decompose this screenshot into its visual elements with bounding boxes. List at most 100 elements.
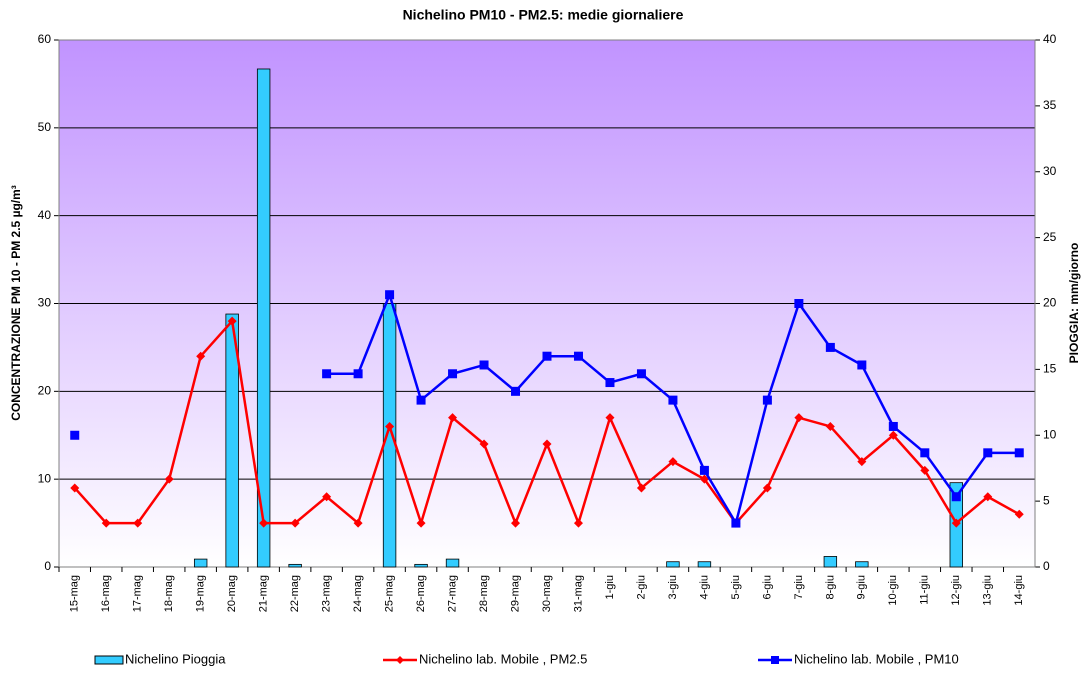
- marker: [857, 457, 867, 467]
- bar: [823, 556, 838, 568]
- y-tick-label: 60: [38, 32, 52, 46]
- x-tick-label: 26-mag: [415, 575, 427, 612]
- x-tick-label: 14-giu: [1013, 575, 1025, 606]
- marker: [794, 413, 804, 423]
- x-tick-label: 4-giu: [698, 575, 710, 599]
- bar: [256, 68, 271, 568]
- x-tick-label: 30-mag: [541, 575, 553, 612]
- y2-tick-label: 25: [1043, 230, 1057, 244]
- marker: [605, 378, 615, 388]
- marker: [573, 518, 583, 528]
- bar: [288, 563, 302, 568]
- marker: [101, 518, 111, 528]
- x-tick-label: 6-giu: [761, 575, 773, 599]
- marker: [542, 439, 552, 449]
- marker: [448, 369, 458, 379]
- marker: [668, 395, 678, 405]
- marker: [353, 369, 363, 379]
- x-tick-label: 17-mag: [132, 575, 144, 612]
- y-tick-label: 0: [44, 559, 51, 573]
- legend-label: Nichelino lab. Mobile , PM10: [794, 651, 959, 666]
- legend-label: Nichelino Pioggia: [125, 651, 226, 666]
- marker: [511, 518, 521, 528]
- marker: [857, 360, 867, 370]
- x-tick-label: 16-mag: [100, 575, 112, 612]
- marker: [1014, 509, 1024, 519]
- bar: [225, 313, 239, 568]
- x-tick-label: 13-giu: [982, 575, 994, 606]
- marker: [479, 360, 489, 370]
- y-axis-title: CONCENTRAZIONE PM 10 - PM 2.5 µg/m³: [9, 185, 23, 421]
- marker: [164, 474, 174, 484]
- marker: [1014, 448, 1024, 458]
- marker: [70, 483, 80, 493]
- x-tick-label: 2-giu: [635, 575, 647, 599]
- y-tick-label: 50: [38, 120, 52, 134]
- y2-tick-label: 10: [1043, 427, 1057, 441]
- marker: [636, 483, 646, 493]
- y2-tick-label: 30: [1043, 164, 1057, 178]
- x-tick-label: 8-giu: [824, 575, 836, 599]
- marker: [794, 299, 804, 308]
- x-tick-label: 19-mag: [195, 575, 207, 612]
- marker: [196, 351, 206, 361]
- bar: [666, 561, 680, 568]
- x-tick-label: 12-giu: [950, 575, 962, 606]
- marker: [70, 430, 80, 440]
- marker: [353, 518, 363, 528]
- bar: [855, 561, 869, 568]
- bar: [414, 563, 428, 568]
- legend-marker: [771, 656, 779, 664]
- y-tick-label: 10: [38, 471, 52, 485]
- chart-title: Nichelino PM10 - PM2.5: medie giornalier…: [403, 7, 684, 23]
- x-tick-label: 7-giu: [793, 575, 805, 599]
- x-tick-label: 27-mag: [446, 575, 458, 612]
- y2-axis-title: PIOGGIA: mm/giorno: [1067, 243, 1081, 364]
- x-tick-label: 15-mag: [69, 575, 81, 612]
- marker: [479, 439, 489, 449]
- marker: [542, 351, 552, 361]
- marker: [699, 474, 709, 484]
- x-tick-label: 20-mag: [226, 575, 238, 612]
- marker: [762, 483, 772, 493]
- marker: [227, 316, 237, 326]
- marker: [448, 413, 458, 423]
- marker: [920, 465, 930, 475]
- y2-tick-label: 0: [1043, 559, 1050, 573]
- x-tick-label: 22-mag: [289, 575, 301, 612]
- x-tick-label: 28-mag: [478, 575, 490, 612]
- x-tick-label: 31-mag: [572, 575, 584, 612]
- bar: [697, 561, 712, 568]
- y-tick-label: 40: [38, 208, 52, 222]
- plot-border: [58, 39, 1036, 568]
- marker: [416, 518, 426, 528]
- marker: [825, 342, 835, 352]
- marker: [573, 351, 583, 361]
- x-tick-label: 11-giu: [919, 575, 931, 605]
- y-tick-label: 30: [38, 296, 52, 310]
- marker: [920, 448, 930, 458]
- marker: [951, 492, 961, 502]
- marker: [699, 465, 709, 475]
- x-tick-label: 5-giu: [730, 575, 742, 599]
- legend-swatch: [94, 655, 124, 665]
- x-tick-label: 3-giu: [667, 575, 679, 599]
- x-tick-label: 1-giu: [604, 575, 616, 599]
- x-tick-label: 9-giu: [856, 575, 868, 599]
- x-tick-label: 10-giu: [887, 575, 899, 606]
- marker: [636, 369, 646, 379]
- marker: [825, 421, 835, 431]
- marker: [605, 413, 615, 423]
- y-tick-label: 20: [38, 384, 52, 398]
- x-tick-label: 29-mag: [509, 575, 521, 612]
- bar: [193, 558, 208, 568]
- y2-tick-label: 15: [1043, 362, 1057, 376]
- legend-marker: [396, 656, 404, 664]
- marker: [259, 518, 269, 528]
- marker: [888, 430, 898, 440]
- x-tick-label: 23-mag: [321, 575, 333, 612]
- marker: [511, 386, 521, 396]
- y2-tick-label: 5: [1043, 493, 1050, 507]
- marker: [668, 457, 678, 467]
